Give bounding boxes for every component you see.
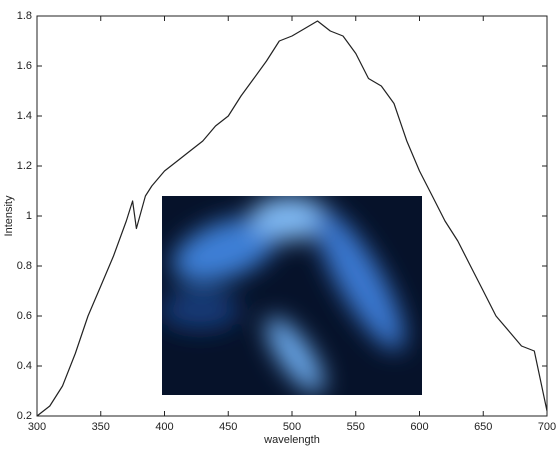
y-tick-label: 1.2 [17, 160, 32, 172]
inset-image [162, 196, 422, 395]
x-tick-label: 400 [155, 421, 173, 433]
x-tick-label: 500 [283, 421, 301, 433]
x-tick-label: 550 [347, 421, 365, 433]
y-tick-label: 1.6 [17, 60, 32, 72]
x-tick-label: 600 [410, 421, 428, 433]
x-tick-label: 450 [219, 421, 237, 433]
y-tick-label: 1 [26, 210, 32, 222]
x-tick-label: 350 [92, 421, 110, 433]
y-tick-label: 0.8 [17, 260, 32, 272]
x-tick-label: 300 [28, 421, 46, 433]
x-axis-label: wavelength [263, 434, 320, 446]
data-line [36, 20, 548, 417]
y-tick-label: 0.4 [17, 360, 32, 372]
y-tick-label: 0.6 [17, 310, 32, 322]
x-tick-label: 650 [474, 421, 492, 433]
x-tick-label: 700 [538, 421, 556, 433]
y-tick-label: 1.4 [17, 110, 32, 122]
y-tick-label: 0.2 [17, 410, 32, 422]
y-tick-label: 1.8 [17, 10, 32, 22]
y-axis-label: Intensity [3, 195, 15, 236]
